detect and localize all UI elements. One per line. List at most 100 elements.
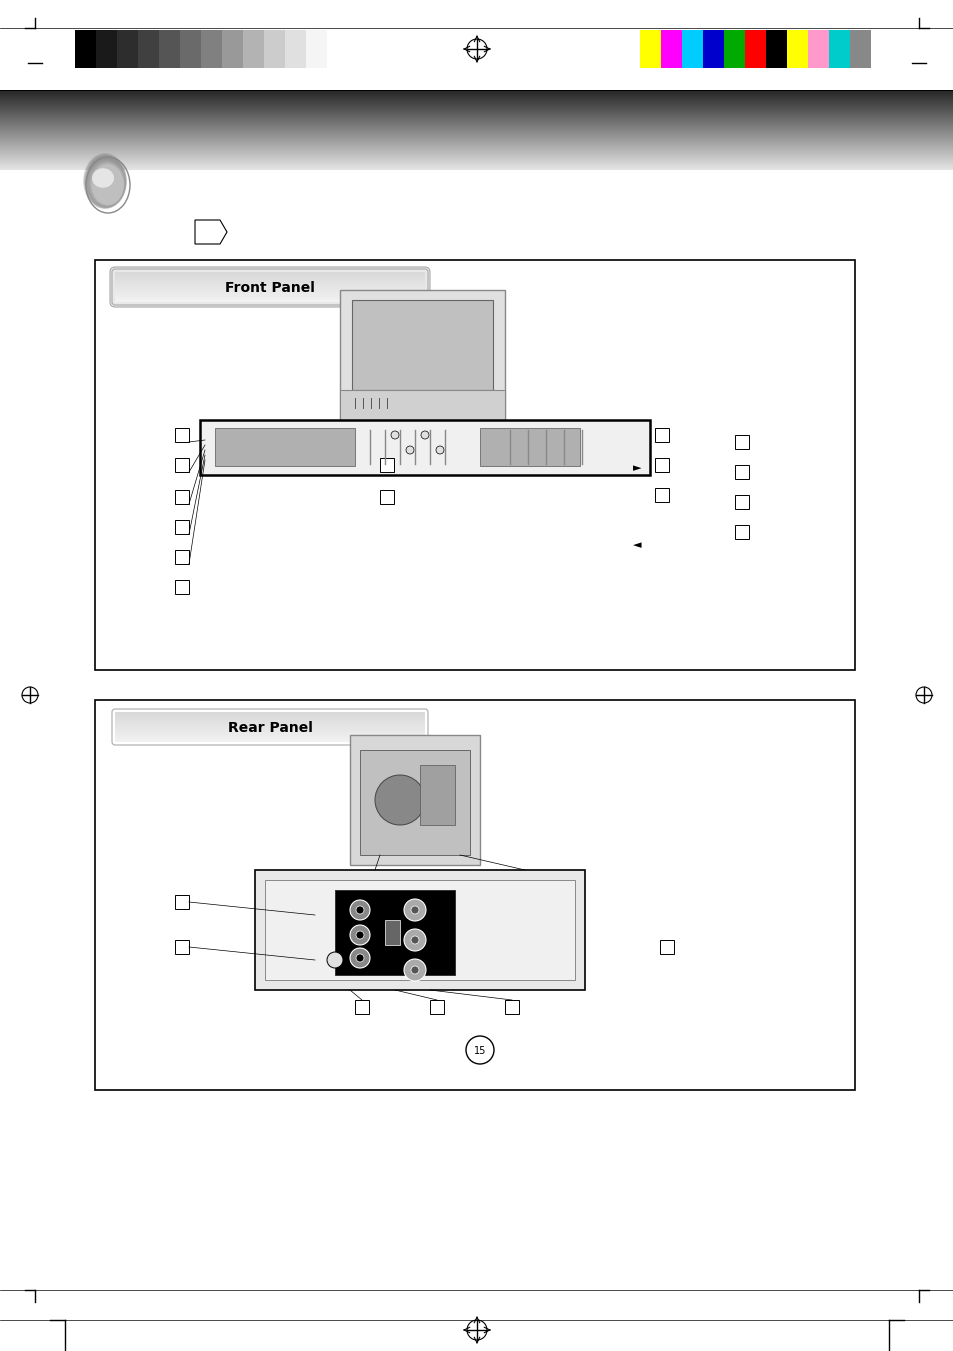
Bar bbox=[659, 940, 673, 954]
Bar bbox=[117, 30, 138, 68]
Bar bbox=[352, 300, 493, 390]
Bar bbox=[430, 1000, 443, 1015]
Bar bbox=[807, 30, 828, 68]
Bar bbox=[702, 30, 723, 68]
Circle shape bbox=[403, 898, 426, 921]
Circle shape bbox=[465, 1036, 494, 1065]
Bar bbox=[159, 30, 180, 68]
Bar bbox=[96, 30, 117, 68]
Bar bbox=[95, 700, 854, 1090]
Bar bbox=[174, 894, 189, 909]
Circle shape bbox=[350, 925, 370, 944]
Bar bbox=[264, 30, 285, 68]
Bar bbox=[655, 458, 668, 471]
Circle shape bbox=[411, 907, 418, 915]
Ellipse shape bbox=[91, 169, 113, 188]
Ellipse shape bbox=[88, 159, 125, 207]
Ellipse shape bbox=[86, 157, 126, 208]
Ellipse shape bbox=[85, 155, 126, 208]
Ellipse shape bbox=[84, 154, 127, 209]
Bar bbox=[138, 30, 159, 68]
Bar bbox=[828, 30, 849, 68]
Ellipse shape bbox=[90, 162, 124, 205]
Circle shape bbox=[350, 900, 370, 920]
Ellipse shape bbox=[91, 165, 124, 205]
Circle shape bbox=[436, 446, 443, 454]
Bar bbox=[504, 1000, 518, 1015]
Bar bbox=[744, 30, 765, 68]
Ellipse shape bbox=[91, 162, 124, 205]
Polygon shape bbox=[194, 220, 227, 245]
Bar bbox=[285, 30, 306, 68]
Bar bbox=[214, 428, 355, 466]
Bar bbox=[734, 494, 748, 509]
Bar bbox=[339, 290, 504, 420]
Ellipse shape bbox=[88, 158, 125, 207]
Bar bbox=[95, 259, 854, 670]
Bar bbox=[265, 880, 575, 979]
Circle shape bbox=[327, 952, 343, 969]
Bar bbox=[327, 30, 348, 68]
Bar bbox=[734, 435, 748, 449]
Circle shape bbox=[355, 931, 364, 939]
Bar bbox=[174, 580, 189, 594]
Circle shape bbox=[403, 959, 426, 981]
Ellipse shape bbox=[87, 157, 126, 208]
Bar bbox=[174, 520, 189, 534]
Bar bbox=[306, 30, 327, 68]
Ellipse shape bbox=[84, 154, 127, 208]
Bar bbox=[174, 940, 189, 954]
Bar bbox=[639, 30, 660, 68]
Bar bbox=[335, 890, 455, 975]
Text: Front Panel: Front Panel bbox=[225, 281, 314, 295]
Circle shape bbox=[375, 775, 424, 825]
Bar bbox=[734, 526, 748, 539]
Ellipse shape bbox=[91, 163, 124, 205]
Circle shape bbox=[355, 954, 364, 962]
Bar bbox=[174, 550, 189, 563]
Ellipse shape bbox=[85, 155, 127, 208]
Bar bbox=[243, 30, 264, 68]
Bar bbox=[339, 390, 504, 420]
Bar bbox=[655, 428, 668, 442]
Bar bbox=[786, 30, 807, 68]
Bar bbox=[479, 428, 579, 466]
Circle shape bbox=[411, 966, 418, 974]
Ellipse shape bbox=[89, 159, 125, 207]
Bar bbox=[180, 30, 201, 68]
Ellipse shape bbox=[87, 158, 126, 207]
Bar bbox=[174, 428, 189, 442]
Bar bbox=[350, 735, 479, 865]
Bar bbox=[359, 750, 470, 855]
Bar bbox=[355, 1000, 369, 1015]
Bar bbox=[254, 870, 584, 990]
Text: ►: ► bbox=[632, 463, 640, 473]
Bar bbox=[734, 465, 748, 480]
Ellipse shape bbox=[89, 161, 125, 207]
Bar bbox=[201, 30, 222, 68]
Bar bbox=[222, 30, 243, 68]
Circle shape bbox=[350, 948, 370, 969]
Bar bbox=[660, 30, 681, 68]
Circle shape bbox=[411, 936, 418, 944]
Circle shape bbox=[403, 929, 426, 951]
Text: Rear Panel: Rear Panel bbox=[228, 721, 313, 735]
Text: ◄: ◄ bbox=[632, 540, 640, 550]
Circle shape bbox=[420, 431, 429, 439]
Bar bbox=[174, 458, 189, 471]
Bar bbox=[681, 30, 702, 68]
Bar bbox=[655, 488, 668, 503]
Bar bbox=[75, 30, 96, 68]
Ellipse shape bbox=[86, 157, 126, 208]
Bar bbox=[379, 490, 394, 504]
FancyBboxPatch shape bbox=[110, 267, 430, 307]
Bar bbox=[200, 420, 649, 476]
Bar bbox=[174, 490, 189, 504]
Circle shape bbox=[406, 446, 414, 454]
Text: 15: 15 bbox=[474, 1046, 486, 1056]
Ellipse shape bbox=[92, 165, 124, 205]
Bar bbox=[849, 30, 870, 68]
Bar bbox=[419, 765, 455, 825]
Ellipse shape bbox=[90, 161, 125, 207]
Bar bbox=[723, 30, 744, 68]
